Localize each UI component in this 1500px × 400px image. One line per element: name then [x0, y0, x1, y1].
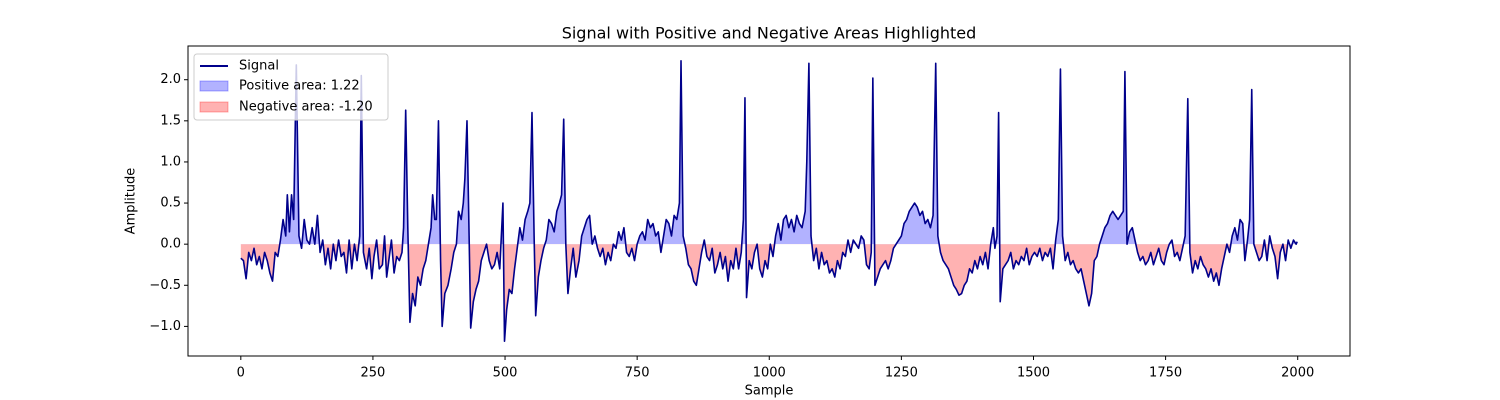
legend-label: Signal [239, 59, 279, 74]
legend-label: Negative area: -1.20 [239, 100, 373, 115]
x-tick-label: 0 [237, 366, 245, 381]
y-tick-label: 2.0 [160, 72, 181, 87]
y-tick-label: 1.5 [160, 113, 181, 128]
y-tick-label: 0.5 [160, 196, 181, 211]
x-tick-label: 250 [361, 366, 386, 381]
x-tick-label: 2000 [1281, 366, 1314, 381]
negative-area [240, 244, 1298, 342]
x-tick-label: 500 [493, 366, 518, 381]
x-tick-label: 1750 [1149, 366, 1182, 381]
x-tick-label: 1000 [753, 366, 786, 381]
legend-swatch [199, 101, 229, 113]
x-tick-label: 1500 [1017, 366, 1050, 381]
plot-frame [187, 45, 1351, 357]
x-tick-label: 750 [625, 366, 650, 381]
signal-line [240, 60, 1298, 342]
y-axis-label: Amplitude [124, 168, 139, 235]
positive-area [279, 60, 1298, 245]
x-axis-label: Sample [745, 384, 794, 399]
legend-box [193, 53, 389, 121]
y-tick-label: 0.0 [160, 237, 181, 252]
x-tick-label: 1250 [885, 366, 918, 381]
legend-label: Positive area: 1.22 [239, 79, 360, 94]
chart-title: Signal with Positive and Negative Areas … [562, 24, 977, 43]
y-tick-label: −0.5 [149, 278, 181, 293]
y-tick-label: −1.0 [149, 319, 181, 334]
legend-swatch [199, 80, 229, 92]
y-tick-label: 1.0 [160, 154, 181, 169]
